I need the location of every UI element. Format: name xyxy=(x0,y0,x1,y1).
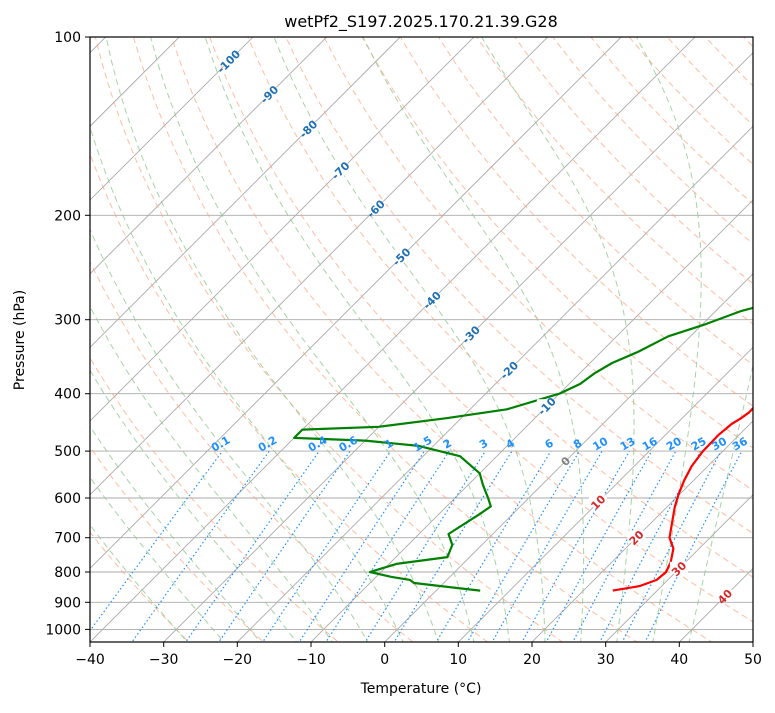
x-tick-label: 10 xyxy=(449,652,467,668)
y-tick-label: 100 xyxy=(54,30,81,46)
x-tick-label: 40 xyxy=(670,652,688,668)
y-tick-label: 800 xyxy=(54,565,81,581)
y-tick-label: 600 xyxy=(54,491,81,507)
x-tick-label: 0 xyxy=(380,652,389,668)
y-tick-label: 700 xyxy=(54,531,81,547)
x-tick-label: −20 xyxy=(223,652,253,668)
y-axis-label: Pressure (hPa) xyxy=(12,290,28,390)
y-tick-label: 1000 xyxy=(45,622,81,638)
x-tick-label: 20 xyxy=(523,652,541,668)
y-tick-label: 900 xyxy=(54,595,81,611)
x-tick-label: −40 xyxy=(75,652,105,668)
x-tick-label: 30 xyxy=(597,652,615,668)
y-tick-label: 200 xyxy=(54,208,81,224)
x-axis-label: Temperature (°C) xyxy=(360,681,482,697)
x-tick-label: −30 xyxy=(149,652,179,668)
y-tick-label: 500 xyxy=(54,444,81,460)
y-tick-label: 300 xyxy=(54,313,81,329)
x-tick-label: 50 xyxy=(744,652,762,668)
x-tick-label: −10 xyxy=(296,652,326,668)
y-tick-label: 400 xyxy=(54,387,81,403)
chart-title: wetPf2_S197.2025.170.21.39.G28 xyxy=(284,12,558,32)
